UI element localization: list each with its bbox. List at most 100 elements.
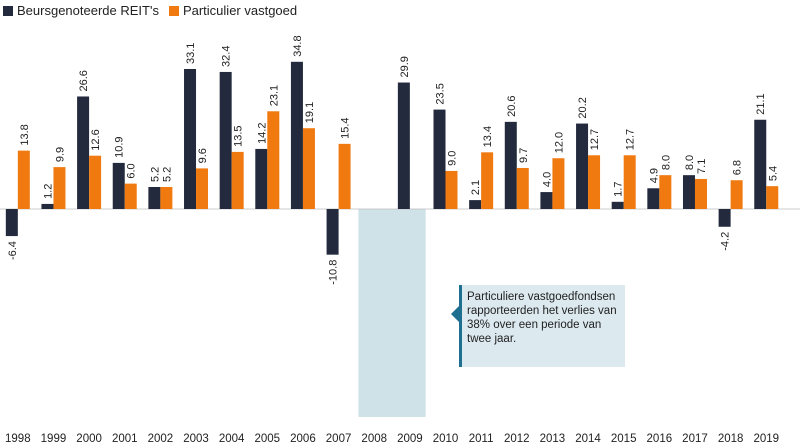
- data-label-reits-1998: -6.4: [7, 241, 19, 260]
- bar-reits-2001: [112, 162, 125, 209]
- bar-private-2013: [552, 158, 565, 209]
- data-label-reits-2007: -10.8: [328, 260, 340, 285]
- bar-private-2010: [445, 170, 458, 209]
- bar-private-2006: [302, 128, 315, 209]
- data-label-reits-2014: 20.2: [577, 97, 589, 118]
- bar-reits-2019: [754, 119, 767, 209]
- bar-reits-2005: [255, 148, 268, 209]
- data-label-reits-2017: 8.0: [684, 155, 696, 170]
- bar-reits-2015: [611, 201, 624, 209]
- bar-reits-1999: [41, 203, 54, 209]
- x-tick-label-2011: 2011: [469, 433, 494, 445]
- data-label-reits-2012: 20.6: [506, 95, 518, 116]
- legend-label-reits: Beursgenoteerde REIT's: [17, 3, 159, 18]
- x-tick-label-1998: 1998: [5, 433, 31, 445]
- x-tick-label-2005: 2005: [255, 433, 281, 445]
- x-tick-label-2017: 2017: [682, 433, 708, 445]
- bar-reits-2013: [540, 192, 553, 209]
- data-label-private-2018: 6.8: [732, 160, 744, 175]
- data-label-private-2001: 6.0: [126, 163, 138, 178]
- bar-reits-2000: [77, 96, 90, 209]
- data-label-private-2011: 13.4: [482, 126, 494, 147]
- x-tick-label-1999: 1999: [41, 433, 67, 445]
- data-label-reits-2018: -4.2: [720, 232, 732, 251]
- data-label-reits-1999: 1.2: [42, 184, 54, 199]
- bar-reits-2003: [184, 68, 197, 209]
- data-label-private-2017: 7.1: [696, 159, 708, 174]
- x-tick-label-2009: 2009: [397, 433, 423, 445]
- bar-reits-2002: [148, 187, 161, 209]
- bar-private-1999: [53, 167, 66, 209]
- x-tick-label-2015: 2015: [611, 433, 637, 445]
- data-label-reits-2019: 21.1: [755, 93, 767, 114]
- data-label-reits-2011: 2.1: [470, 180, 482, 195]
- annotation-text: Particuliere vastgoedfondsen rapporteerd…: [467, 291, 617, 345]
- legend-label-private: Particulier vastgoed: [182, 3, 298, 18]
- bar-private-2005: [267, 111, 280, 209]
- callout-accent-bar: [459, 285, 462, 367]
- bar-private-2000: [89, 155, 102, 209]
- legend: Beursgenoteerde REIT's Particulier vastg…: [3, 3, 307, 18]
- bar-private-2007: [338, 143, 351, 209]
- data-label-reits-2002: 5.2: [149, 167, 161, 182]
- bar-private-2018: [730, 180, 743, 209]
- data-label-reits-2003: 33.1: [185, 43, 197, 64]
- data-label-reits-2009: 29.9: [399, 56, 411, 77]
- x-tick-label-2004: 2004: [219, 433, 245, 445]
- bar-reits-2009: [397, 82, 410, 209]
- x-tick-label-2016: 2016: [647, 433, 673, 445]
- data-label-reits-2016: 4.9: [648, 168, 660, 183]
- x-tick-label-2007: 2007: [326, 433, 352, 445]
- bar-reits-2014: [576, 123, 589, 209]
- bar-reits-2011: [469, 200, 482, 209]
- bar-private-2015: [623, 155, 636, 209]
- data-label-private-2000: 12.6: [90, 129, 102, 150]
- bar-reits-2004: [219, 71, 232, 209]
- bar-private-1998: [17, 150, 30, 209]
- bar-reits-1998: [5, 209, 18, 237]
- bar-reits-2006: [290, 61, 303, 209]
- data-label-private-2013: 12.0: [553, 132, 565, 153]
- bar-private-2002: [160, 187, 173, 209]
- x-tick-label-2012: 2012: [504, 433, 530, 445]
- bar-reits-2012: [504, 121, 517, 209]
- x-tick-label-2019: 2019: [753, 433, 779, 445]
- data-label-private-2002: 5.2: [161, 167, 173, 182]
- bar-private-2004: [231, 151, 244, 209]
- data-label-private-2015: 12.7: [625, 129, 637, 150]
- bar-reits-2016: [647, 188, 660, 209]
- bar-private-2011: [481, 152, 494, 209]
- data-label-private-2003: 9.6: [197, 148, 209, 163]
- bar-private-2012: [516, 167, 529, 209]
- bar-private-2019: [766, 186, 779, 209]
- data-label-private-2016: 8.0: [660, 155, 672, 170]
- legend-item-private: Particulier vastgoed: [168, 3, 298, 18]
- bar-private-2001: [124, 183, 137, 209]
- bar-reits-2017: [682, 175, 695, 209]
- data-label-reits-2001: 10.9: [114, 136, 126, 157]
- x-tick-label-2001: 2001: [112, 433, 138, 445]
- data-label-private-1998: 13.8: [19, 124, 31, 145]
- data-label-reits-2013: 4.0: [541, 172, 553, 187]
- crisis-highlight-band: [358, 209, 426, 417]
- x-tick-label-2000: 2000: [76, 433, 102, 445]
- x-tick-label-2013: 2013: [540, 433, 566, 445]
- x-tick-label-2003: 2003: [183, 433, 209, 445]
- legend-item-reits: Beursgenoteerde REIT's: [3, 3, 159, 18]
- legend-swatch-reits: [3, 5, 13, 16]
- data-label-reits-2010: 23.5: [435, 83, 447, 104]
- bar-reits-2010: [433, 109, 446, 209]
- bar-reits-2007: [326, 209, 339, 255]
- data-label-private-2010: 9.0: [447, 151, 459, 166]
- x-tick-label-2006: 2006: [290, 433, 316, 445]
- x-tick-label-2014: 2014: [575, 433, 601, 445]
- bar-private-2017: [694, 178, 707, 209]
- bar-private-2016: [659, 175, 672, 209]
- data-label-private-2005: 23.1: [268, 85, 280, 106]
- data-label-private-2014: 12.7: [589, 129, 601, 150]
- callout-pointer: [451, 306, 459, 322]
- data-label-reits-2006: 34.8: [292, 35, 304, 56]
- bar-private-2003: [196, 168, 209, 209]
- data-label-private-2012: 9.7: [518, 148, 530, 163]
- data-label-reits-2005: 14.2: [256, 123, 268, 144]
